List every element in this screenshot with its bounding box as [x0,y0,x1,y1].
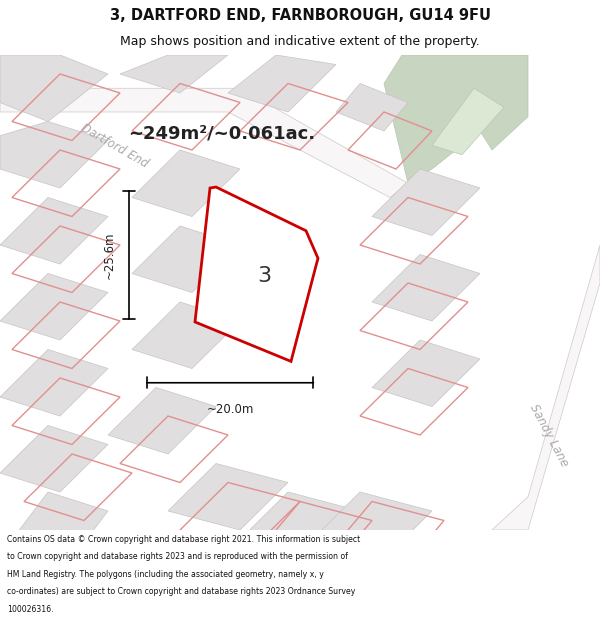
Text: to Crown copyright and database rights 2023 and is reproduced with the permissio: to Crown copyright and database rights 2… [7,552,348,561]
Polygon shape [0,55,108,121]
Polygon shape [0,121,108,188]
Polygon shape [0,426,108,492]
Polygon shape [0,88,408,198]
Polygon shape [336,84,408,131]
Text: ~25.6m: ~25.6m [103,231,116,279]
Polygon shape [168,464,288,530]
Text: Contains OS data © Crown copyright and database right 2021. This information is : Contains OS data © Crown copyright and d… [7,535,361,544]
Polygon shape [228,55,336,112]
Polygon shape [132,226,240,292]
Text: co-ordinates) are subject to Crown copyright and database rights 2023 Ordnance S: co-ordinates) are subject to Crown copyr… [7,588,356,596]
Text: ~249m²/~0.061ac.: ~249m²/~0.061ac. [128,124,316,142]
Polygon shape [312,492,432,559]
Polygon shape [432,88,504,155]
Text: Map shows position and indicative extent of the property.: Map shows position and indicative extent… [120,35,480,48]
Polygon shape [132,302,240,369]
Polygon shape [195,187,318,361]
Polygon shape [120,55,228,93]
Text: Dartford End: Dartford End [78,122,150,171]
Text: 3, DARTFORD END, FARNBOROUGH, GU14 9FU: 3, DARTFORD END, FARNBOROUGH, GU14 9FU [110,8,491,23]
Polygon shape [240,492,360,559]
Text: Sandy Lane: Sandy Lane [527,401,571,469]
Polygon shape [0,349,108,416]
Polygon shape [108,388,216,454]
Polygon shape [372,254,480,321]
Polygon shape [0,274,108,340]
Polygon shape [12,492,108,559]
Polygon shape [492,245,600,530]
Polygon shape [372,340,480,406]
Polygon shape [132,150,240,216]
Text: HM Land Registry. The polygons (including the associated geometry, namely x, y: HM Land Registry. The polygons (includin… [7,570,324,579]
Polygon shape [0,198,108,264]
Text: 100026316.: 100026316. [7,605,54,614]
Text: 3: 3 [257,266,271,286]
Polygon shape [372,169,480,236]
Polygon shape [384,55,528,183]
Text: ~20.0m: ~20.0m [206,402,254,416]
